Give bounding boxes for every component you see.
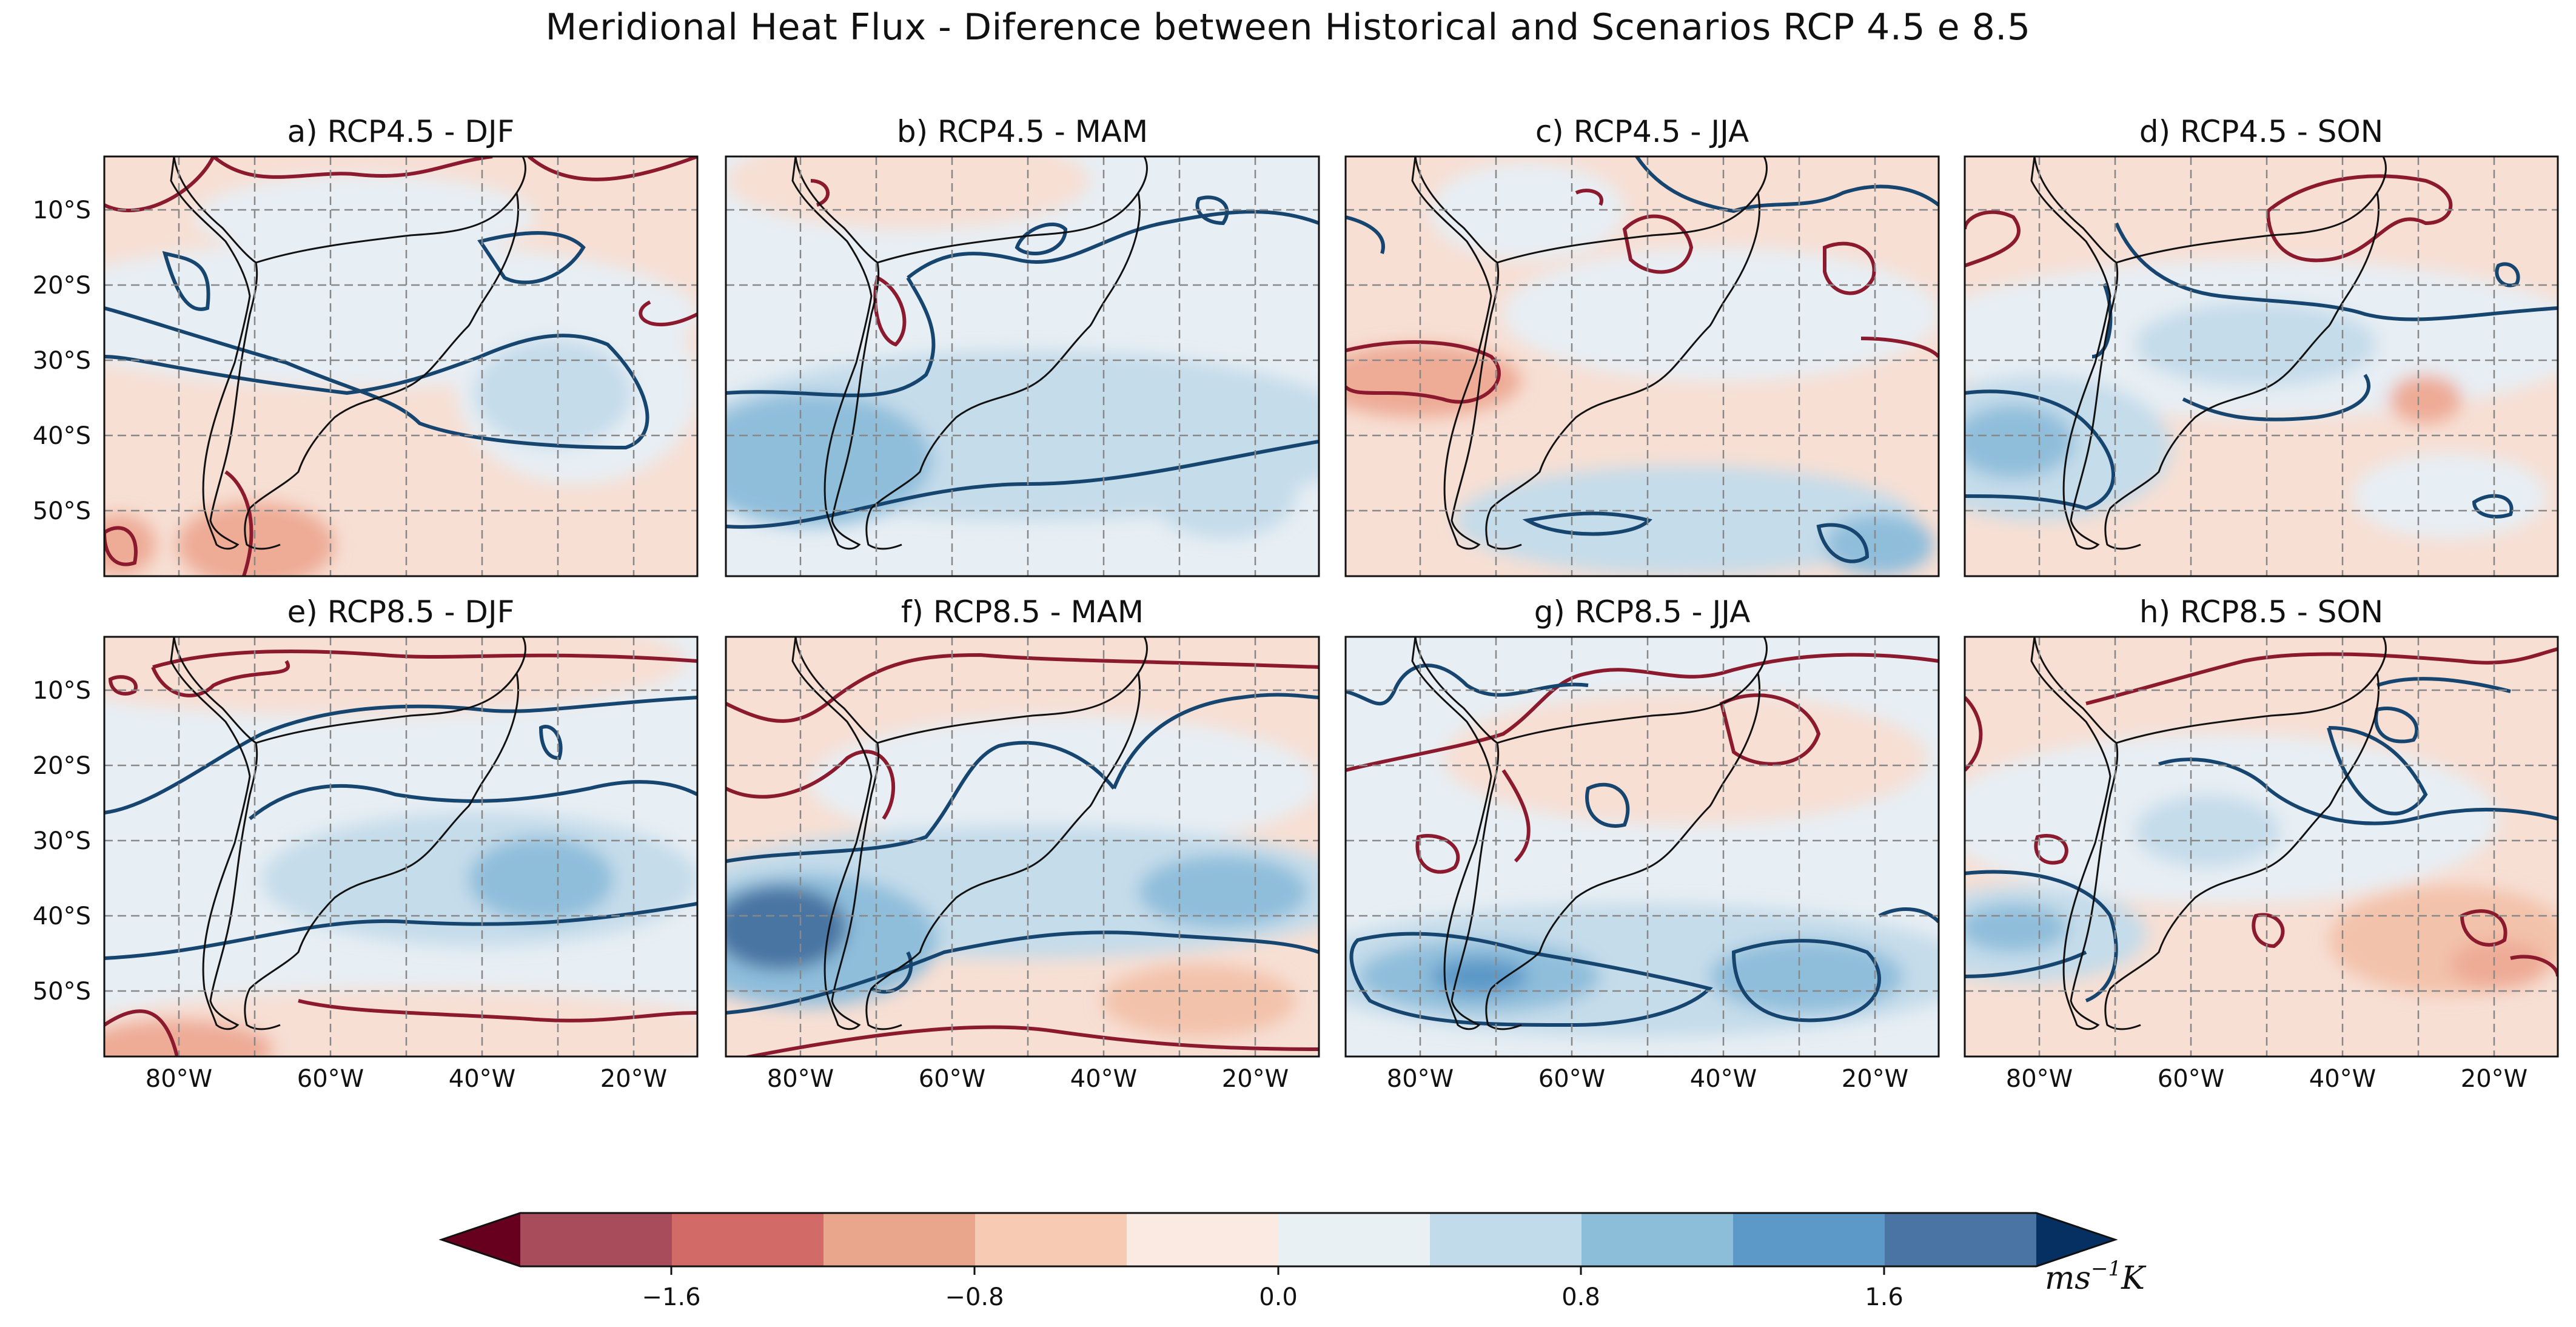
panel-g-title: g) RCP8.5 - JJA	[1534, 594, 1751, 630]
colorbar-tick-label: 0.8	[1561, 1283, 1600, 1311]
lon-label: 80°W	[2006, 1065, 2073, 1093]
unit-k: K	[2121, 1260, 2147, 1297]
colorbar-ticks: −1.6 −0.8 0.0 0.8 1.6	[642, 1283, 1903, 1311]
panel-c: c) RCP4.5 - JJA	[1344, 114, 1940, 577]
lon-label: 40°W	[2309, 1065, 2376, 1093]
colorbar-segment	[1885, 1213, 2037, 1266]
colorbar-segment	[1581, 1213, 1734, 1266]
lat-label: 50°S	[33, 978, 91, 1006]
panel-e-title: e) RCP8.5 - DJF	[287, 594, 515, 630]
panel-b: b) RCP4.5 - MAM	[725, 114, 1320, 577]
figure-title: Meridional Heat Flux - Diference between…	[545, 6, 2031, 49]
lat-label: 20°S	[33, 272, 91, 300]
colorbar-segment	[1278, 1213, 1431, 1266]
lon-label: 20°W	[2461, 1065, 2527, 1093]
lon-label: 60°W	[1538, 1065, 1605, 1093]
latitude-labels-top: 10°S 20°S 30°S 40°S 50°S	[33, 197, 91, 525]
panel-a-title: a) RCP4.5 - DJF	[287, 114, 515, 149]
longitude-labels: 80°W 60°W 40°W 20°W 80°W 60°W 40°W 20°W …	[146, 1065, 2527, 1093]
lat-label: 20°S	[33, 752, 91, 780]
colorbar-segment	[1127, 1213, 1279, 1266]
panel-c-title: c) RCP4.5 - JJA	[1535, 114, 1749, 149]
colorbar	[438, 1212, 2118, 1275]
lat-label: 50°S	[33, 497, 91, 525]
colorbar-tick-label: −1.6	[642, 1283, 700, 1311]
panel-g: g) RCP8.5 - JJA	[1344, 594, 1940, 1058]
panel-b-title: b) RCP4.5 - MAM	[897, 114, 1148, 149]
colorbar-tick-label: 1.6	[1865, 1283, 1903, 1311]
panel-e: e) RCP8.5 - DJF	[103, 594, 699, 1058]
colorbar-segment	[823, 1213, 976, 1266]
colorbar-segment	[975, 1213, 1127, 1266]
lat-label: 30°S	[33, 347, 91, 375]
colorbar-extend-max	[2036, 1213, 2115, 1266]
colorbar-extend-min	[441, 1213, 520, 1266]
lon-label: 40°W	[449, 1065, 515, 1093]
colorbar-unit: ms−1K	[2045, 1257, 2147, 1297]
panel-f: f) RCP8.5 - MAM	[725, 594, 1320, 1058]
colorbar-segment	[1430, 1213, 1582, 1266]
lon-label: 40°W	[1690, 1065, 1757, 1093]
lon-label: 20°W	[1222, 1065, 1289, 1093]
colorbar-segment	[1733, 1213, 1885, 1266]
lon-label: 80°W	[767, 1065, 834, 1093]
lon-label: 60°W	[297, 1065, 364, 1093]
unit-base: ms	[2045, 1260, 2091, 1297]
lon-label: 40°W	[1070, 1065, 1137, 1093]
lat-label: 40°S	[33, 422, 91, 450]
lon-label: 60°W	[919, 1065, 985, 1093]
lat-label: 10°S	[33, 197, 91, 224]
lon-label: 80°W	[1387, 1065, 1454, 1093]
panel-h: h) RCP8.5 - SON	[1964, 594, 2559, 1058]
colorbar-outline	[438, 1212, 2118, 1268]
lon-label: 60°W	[2158, 1065, 2224, 1093]
colorbar-segment	[672, 1213, 824, 1266]
colorbar-tick-label: 0.0	[1259, 1283, 1298, 1311]
panel-d-title: d) RCP4.5 - SON	[2139, 114, 2383, 149]
unit-exponent: −1	[2091, 1257, 2121, 1281]
lon-label: 20°W	[600, 1065, 667, 1093]
panel-a: a) RCP4.5 - DJF	[103, 114, 699, 577]
panel-d: d) RCP4.5 - SON	[1964, 114, 2559, 577]
panel-h-title: h) RCP8.5 - SON	[2139, 594, 2383, 630]
lon-label: 80°W	[146, 1065, 212, 1093]
colorbar-segment	[520, 1213, 673, 1266]
panel-f-title: f) RCP8.5 - MAM	[901, 594, 1144, 630]
lat-label: 10°S	[33, 677, 91, 705]
lat-label: 30°S	[33, 827, 91, 855]
lon-label: 20°W	[1842, 1065, 1908, 1093]
lat-label: 40°S	[33, 902, 91, 930]
colorbar-tick-label: −0.8	[945, 1283, 1004, 1311]
latitude-labels-bottom: 10°S 20°S 30°S 40°S 50°S	[33, 677, 91, 1006]
